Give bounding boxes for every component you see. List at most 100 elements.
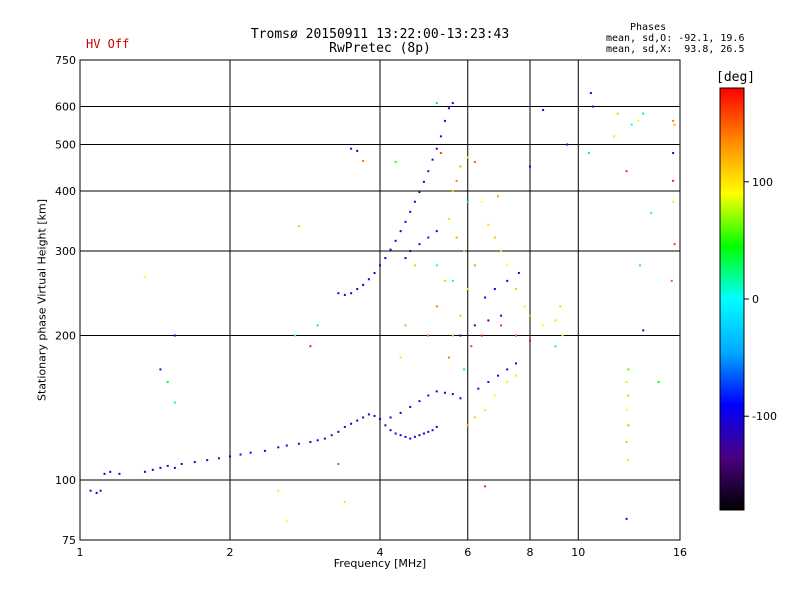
data-point <box>554 345 557 348</box>
data-point <box>506 264 509 267</box>
data-point <box>459 314 462 317</box>
data-point <box>473 264 476 267</box>
data-point <box>384 424 387 427</box>
data-point <box>166 464 169 467</box>
data-point <box>394 239 397 242</box>
scatter-points <box>89 92 676 523</box>
data-point <box>285 444 288 447</box>
data-point <box>515 288 518 291</box>
data-point <box>517 271 520 274</box>
data-point <box>566 143 569 146</box>
data-point <box>466 156 469 159</box>
data-point <box>542 109 545 112</box>
data-point <box>625 170 628 173</box>
data-point <box>529 165 531 168</box>
data-point <box>379 264 381 267</box>
data-point <box>642 112 645 115</box>
data-point <box>427 170 430 173</box>
data-point <box>143 470 146 473</box>
data-point <box>627 424 630 427</box>
x-tick-label: 10 <box>571 546 585 559</box>
data-point <box>487 381 490 384</box>
data-point <box>650 212 653 215</box>
data-point <box>330 434 333 437</box>
data-point <box>627 368 630 371</box>
data-point <box>466 288 469 291</box>
data-point <box>206 459 209 462</box>
data-point <box>463 368 466 371</box>
data-point <box>613 135 616 138</box>
data-point <box>180 462 183 465</box>
data-point <box>455 179 458 182</box>
data-point <box>277 489 280 492</box>
data-point <box>159 466 162 469</box>
data-point <box>506 279 509 282</box>
data-point <box>350 292 353 295</box>
colorbar <box>719 87 745 511</box>
data-point <box>418 400 421 403</box>
x-tick-label: 6 <box>464 546 471 559</box>
data-point <box>173 334 176 337</box>
data-point <box>422 432 425 435</box>
title-instrument: RwPretec (8p) <box>329 41 431 56</box>
y-tick-labels: 75 100 200 300 400 500 600 750 <box>55 54 76 547</box>
data-point <box>451 334 454 337</box>
data-point <box>523 305 526 308</box>
data-point <box>389 248 392 251</box>
y-tick-label: 200 <box>55 330 76 343</box>
y-tick-label: 400 <box>55 185 76 198</box>
data-point <box>500 314 503 317</box>
data-point <box>493 394 496 397</box>
data-point <box>427 236 430 239</box>
data-point <box>277 446 280 449</box>
data-point <box>427 394 430 397</box>
data-point <box>443 391 446 394</box>
data-point <box>362 160 365 163</box>
data-point <box>394 432 397 435</box>
data-point <box>559 305 562 308</box>
data-point <box>506 368 509 371</box>
data-point <box>496 195 499 198</box>
y-axis-label: Stationary phase Virtual Height [km] <box>35 198 49 402</box>
title-station-time: Tromsø 20150911 13:22:00-13:23:43 <box>250 27 510 42</box>
data-point <box>435 230 438 233</box>
data-point <box>500 250 503 253</box>
data-point <box>431 429 434 432</box>
data-point <box>118 472 121 475</box>
data-point <box>493 288 496 291</box>
data-point <box>670 279 673 282</box>
data-point <box>337 292 340 295</box>
data-point <box>409 405 412 408</box>
data-point <box>337 430 340 433</box>
data-point <box>394 160 397 163</box>
data-point <box>672 119 675 122</box>
data-point <box>673 243 676 246</box>
data-point <box>435 102 438 105</box>
data-point <box>356 149 359 152</box>
hv-status: HV Off <box>86 37 130 51</box>
data-point <box>529 314 531 317</box>
data-point <box>657 381 660 384</box>
data-point <box>487 319 490 322</box>
data-point <box>477 387 480 390</box>
data-point <box>496 374 499 377</box>
data-point <box>515 374 518 377</box>
data-point <box>217 457 220 460</box>
y-tick-label: 300 <box>55 245 76 258</box>
data-point <box>285 520 288 523</box>
data-point <box>515 334 518 337</box>
x-tick-label: 8 <box>527 546 534 559</box>
data-point <box>409 210 412 213</box>
data-point <box>480 200 483 203</box>
data-point <box>356 419 359 422</box>
data-point <box>473 324 476 327</box>
data-point <box>642 329 645 332</box>
y-tick-label: 75 <box>62 534 76 547</box>
data-point <box>399 411 402 414</box>
data-point <box>389 416 392 419</box>
data-point <box>413 200 416 203</box>
data-point <box>389 429 392 432</box>
data-point <box>529 339 531 342</box>
data-point <box>625 381 628 384</box>
data-point <box>239 453 242 456</box>
